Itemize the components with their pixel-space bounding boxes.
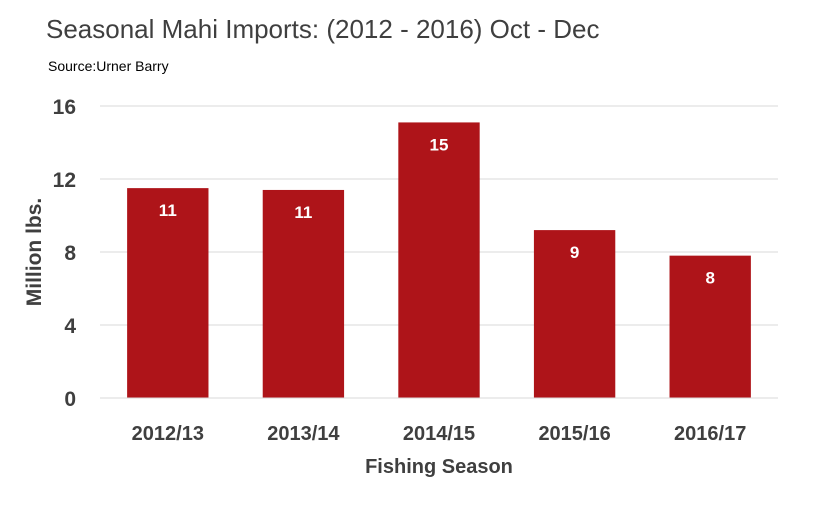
x-tick-labels: 2012/13 2013/14 2014/15 2015/16 2016/17	[132, 423, 747, 445]
x-tick-label: 2015/16	[538, 423, 610, 445]
y-tick-label: 12	[53, 169, 76, 192]
bar	[398, 122, 480, 399]
y-tick-label: 16	[53, 96, 76, 119]
data-labels: 11 11 15 9 8	[159, 135, 715, 287]
data-label: 9	[570, 243, 579, 262]
bar	[262, 189, 345, 398]
y-tick-label: 4	[64, 315, 76, 338]
y-tick-labels: 0 4 8 12 16	[53, 96, 77, 411]
x-tick-label: 2012/13	[132, 423, 204, 445]
x-tick-label: 2013/14	[267, 423, 340, 445]
data-label: 11	[159, 201, 177, 220]
bar	[533, 230, 616, 398]
bar	[127, 188, 209, 398]
y-tick-label: 8	[64, 242, 76, 265]
bar	[669, 255, 751, 398]
data-label: 11	[294, 203, 312, 222]
data-label: 15	[430, 135, 449, 154]
chart-title: Seasonal Mahi Imports: (2012 - 2016) Oct…	[46, 14, 600, 44]
y-axis-label: Million lbs.	[23, 198, 46, 307]
bars	[127, 122, 751, 399]
y-tick-label: 0	[64, 388, 76, 411]
x-tick-label: 2016/17	[674, 423, 746, 445]
x-axis-label: Fishing Season	[365, 456, 513, 478]
x-tick-label: 2014/15	[403, 423, 475, 445]
chart-source: Source:Urner Barry	[48, 58, 169, 74]
data-label: 8	[705, 269, 714, 288]
